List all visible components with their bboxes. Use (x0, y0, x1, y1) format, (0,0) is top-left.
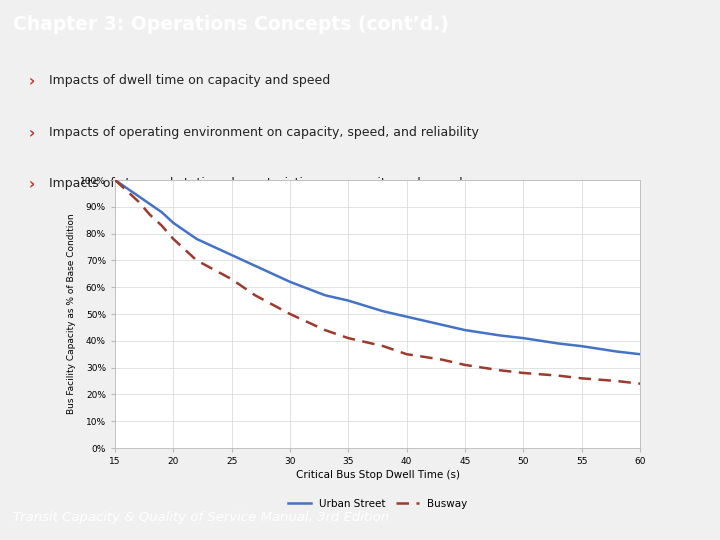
Legend: Urban Street, Busway: Urban Street, Busway (284, 495, 472, 513)
Text: Impacts of operating environment on capacity, speed, and reliability: Impacts of operating environment on capa… (49, 126, 479, 139)
Text: Chapter 3: Operations Concepts (cont’d.): Chapter 3: Operations Concepts (cont’d.) (13, 16, 449, 35)
Text: Impacts of stop and station characteristics on capacity and speed: Impacts of stop and station characterist… (49, 177, 462, 190)
Text: ›: › (29, 177, 35, 192)
Text: Impacts of dwell time on capacity and speed: Impacts of dwell time on capacity and sp… (49, 75, 330, 87)
X-axis label: Critical Bus Stop Dwell Time (s): Critical Bus Stop Dwell Time (s) (295, 470, 459, 480)
Text: ›: › (29, 126, 35, 140)
Text: Transit Capacity & Quality of Service Manual, 3rd Edition: Transit Capacity & Quality of Service Ma… (13, 511, 390, 524)
Text: ›: › (29, 75, 35, 90)
Y-axis label: Bus Facility Capacity as % of Base Condition: Bus Facility Capacity as % of Base Condi… (67, 214, 76, 414)
